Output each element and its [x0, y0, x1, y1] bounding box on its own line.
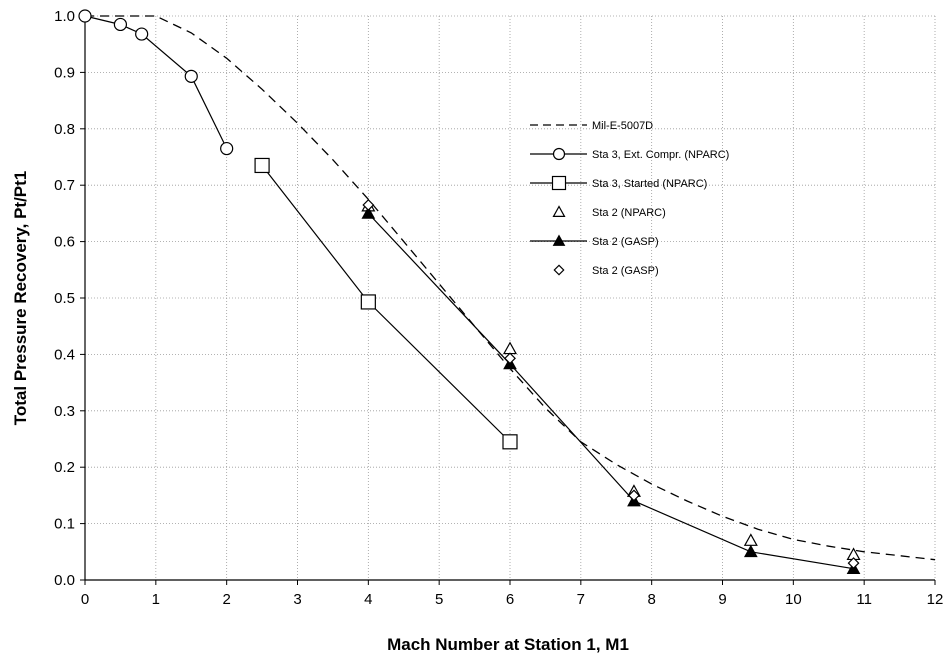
legend-item: Sta 3, Started (NPARC) [530, 175, 707, 191]
x-tick-label: 12 [927, 591, 944, 608]
x-tick-label: 1 [152, 591, 160, 608]
y-tick-label: 0.1 [54, 516, 75, 533]
x-tick-label: 10 [785, 591, 802, 608]
series-1 [78, 9, 234, 156]
x-tick-label: 11 [856, 591, 872, 608]
data-point-diamond [847, 557, 860, 570]
series-0 [85, 15, 936, 561]
y-tick-label: 0.4 [54, 346, 75, 363]
data-point-circle [552, 147, 566, 161]
axes: 0 1 2 3 4 5 6 7 8 9 10 11 120.00.10.20.30.40.50.60.7… [54, 8, 943, 608]
data-point-circle [184, 69, 198, 83]
data-point-open-triangle [743, 533, 758, 546]
data-point-square [254, 157, 270, 174]
data-point-square [551, 175, 567, 191]
legend-item: Sta 2 (GASP) [530, 234, 659, 248]
series-4 [361, 206, 861, 575]
data-point-circle [113, 17, 128, 32]
y-tick-label: 0.6 [54, 234, 75, 251]
data-point-circle [78, 9, 92, 23]
y-tick-label: 0.7 [54, 177, 75, 194]
legend-item: Sta 2 (GASP) [553, 264, 659, 277]
legend-item: Sta 2 (NPARC) [552, 205, 666, 219]
data-point-diamond [504, 352, 516, 365]
x-tick-label: 0 [81, 591, 89, 608]
x-tick-label: 4 [364, 591, 372, 608]
y-axis-label: Total Pressure Recovery, Pt/Pt1 [11, 171, 30, 425]
x-tick-label: 5 [435, 591, 443, 608]
series-2 [254, 157, 518, 450]
x-axis-label: Mach Number at Station 1, M1 [387, 635, 629, 654]
series-line [85, 15, 936, 561]
legend-label: Sta 3, Started (NPARC) [592, 178, 707, 190]
data-point-diamond [553, 264, 565, 276]
series-line [261, 165, 511, 443]
y-tick-label: 0.9 [54, 64, 75, 81]
legend-label: Mil-E-5007D [592, 120, 653, 132]
data-point-diamond [628, 489, 640, 502]
data-point-open-triangle [552, 205, 566, 217]
y-tick-label: 0.5 [54, 290, 75, 307]
data-point-square [360, 294, 376, 310]
x-tick-label: 7 [577, 591, 585, 608]
legend-label: Sta 2 (GASP) [592, 265, 659, 277]
y-tick-label: 1.0 [54, 8, 75, 25]
legend: Mil-E-5007D Sta 3, Ext. Compr. (NPARC) Sta… [530, 120, 729, 277]
data-point-diamond [362, 198, 375, 211]
y-tick-label: 0.0 [54, 572, 75, 589]
x-tick-label: 8 [647, 591, 655, 608]
data-point-filled-triangle [361, 206, 376, 219]
y-tick-label: 0.8 [54, 121, 75, 138]
x-tick-label: 9 [718, 591, 726, 608]
grid [85, 15, 936, 580]
y-tick-label: 0.3 [54, 403, 75, 420]
x-tick-label: 2 [222, 591, 230, 608]
series-5 [362, 198, 860, 570]
x-tick-label: 3 [293, 591, 301, 608]
x-tick-label: 6 [506, 591, 514, 608]
legend-item: Sta 3, Ext. Compr. (NPARC) [530, 147, 729, 161]
y-tick-label: 0.2 [54, 459, 75, 476]
legend-label: Sta 2 (GASP) [592, 236, 659, 248]
data-point-circle [135, 27, 149, 41]
legend-item: Mil-E-5007D [530, 120, 653, 132]
data-point-circle [220, 141, 234, 156]
data-point-open-triangle [502, 341, 518, 355]
legend-label: Sta 2 (NPARC) [592, 207, 666, 219]
data-point-filled-triangle [552, 234, 566, 246]
data-point-filled-triangle [743, 544, 758, 558]
series-layer [78, 9, 936, 575]
legend-label: Sta 3, Ext. Compr. (NPARC) [592, 149, 729, 161]
series-3 [361, 198, 861, 561]
data-point-square [502, 434, 518, 450]
